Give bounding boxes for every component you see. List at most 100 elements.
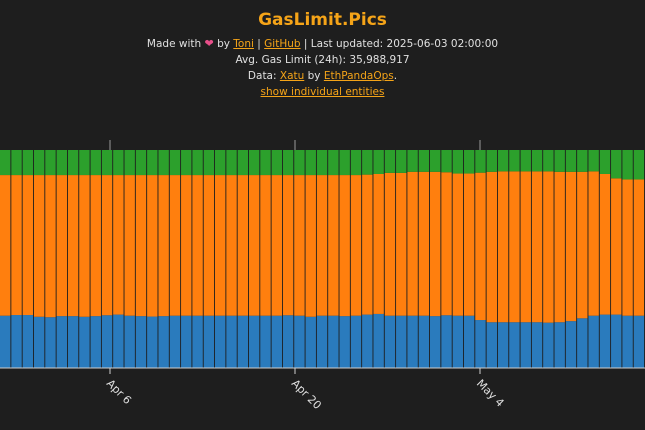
- bar-segment-1-1: [11, 175, 22, 316]
- bar-segment-0-20: [226, 315, 237, 368]
- bar-segment-2-55: [622, 150, 633, 180]
- bar-segment-0-14: [158, 316, 169, 368]
- data-source-line: Data: Xatu by EthPandaOps.: [0, 68, 645, 84]
- bar-segment-2-54: [611, 150, 622, 179]
- bar-segment-2-42: [475, 150, 486, 173]
- bar-segment-2-56: [633, 150, 645, 180]
- bar-segment-1-20: [226, 175, 237, 316]
- bar-segment-2-4: [45, 150, 56, 176]
- bar-segment-0-35: [396, 315, 407, 368]
- bar-segment-1-35: [396, 172, 407, 316]
- bar-segment-0-27: [305, 316, 316, 368]
- bar-segment-2-29: [328, 150, 339, 176]
- bar-segment-1-45: [509, 171, 520, 323]
- bar-segment-2-16: [181, 150, 192, 176]
- toggle-line: show individual entities: [0, 84, 645, 100]
- bar-segment-0-18: [203, 315, 215, 368]
- bar-segment-1-56: [633, 179, 645, 316]
- bar-segment-0-22: [248, 315, 260, 368]
- bar-segment-0-31: [350, 315, 362, 368]
- bar-segment-2-20: [226, 150, 237, 176]
- bar-segment-0-19: [215, 315, 226, 368]
- ethpandaops-link[interactable]: EthPandaOps: [323, 70, 394, 82]
- bar-segment-2-11: [124, 150, 135, 176]
- bar-segment-0-45: [509, 322, 520, 368]
- bar-segment-1-49: [554, 171, 565, 323]
- bar-segment-1-8: [90, 175, 101, 317]
- bar-segment-1-15: [169, 175, 181, 316]
- bar-segment-1-24: [271, 175, 282, 316]
- bar-segment-0-51: [577, 318, 588, 368]
- bar-segment-2-3: [33, 150, 45, 176]
- bar-segment-2-32: [362, 150, 373, 175]
- bar-segment-0-11: [124, 315, 135, 368]
- bar-segment-0-7: [79, 316, 90, 368]
- bar-segment-2-17: [192, 150, 203, 176]
- bar-segment-0-30: [339, 316, 350, 368]
- bar-segment-0-17: [192, 315, 203, 368]
- bar-segment-1-9: [101, 175, 113, 316]
- bar-segment-1-25: [282, 175, 294, 316]
- bar-segment-2-41: [463, 150, 475, 174]
- author-link[interactable]: Toni: [233, 38, 254, 50]
- bar-segment-0-29: [328, 315, 339, 368]
- bar-segment-2-2: [22, 150, 34, 176]
- bar-segment-2-30: [339, 150, 350, 176]
- bar-segment-2-15: [169, 150, 181, 176]
- bar-segment-2-12: [135, 150, 147, 176]
- bar-segment-1-46: [520, 171, 531, 323]
- x-tick-label: Apr 6: [104, 377, 134, 407]
- bar-segment-0-49: [554, 322, 565, 368]
- bar-segment-2-10: [113, 150, 124, 176]
- bar-segment-2-43: [486, 150, 497, 172]
- bar-segment-2-44: [497, 150, 509, 172]
- header: GasLimit.Pics Made with ❤ by Toni | GitH…: [0, 0, 645, 100]
- bar-segment-0-8: [90, 316, 101, 368]
- bar-segment-0-43: [486, 322, 497, 368]
- bar-segment-1-22: [248, 175, 260, 316]
- bar-segment-0-47: [531, 322, 543, 368]
- bar-segment-2-21: [237, 150, 249, 176]
- bar-segment-1-14: [158, 175, 169, 317]
- bar-segment-1-47: [531, 171, 543, 323]
- bar-segment-0-56: [633, 315, 645, 368]
- bar-segment-2-46: [520, 150, 531, 172]
- bar-segment-0-38: [430, 316, 441, 368]
- bar-segment-0-9: [101, 315, 113, 368]
- github-link[interactable]: GitHub: [264, 38, 301, 50]
- bar-segment-0-6: [67, 316, 79, 368]
- bar-segment-0-44: [497, 322, 509, 368]
- avg-gas-limit: Avg. Gas Limit (24h): 35,988,917: [235, 54, 410, 66]
- bar-segment-2-19: [215, 150, 226, 176]
- bar-segment-1-34: [384, 172, 396, 316]
- bar-segment-0-4: [45, 317, 56, 368]
- bar-segment-1-32: [362, 174, 373, 315]
- xatu-link[interactable]: Xatu: [279, 70, 305, 82]
- bar-segment-0-39: [441, 315, 452, 368]
- data-by-text: by: [307, 70, 321, 82]
- bar-segment-0-23: [260, 315, 271, 368]
- bar-segment-0-26: [294, 315, 305, 368]
- bar-segment-0-25: [282, 315, 294, 368]
- bar-segment-0-52: [588, 315, 599, 368]
- bar-segment-1-50: [565, 171, 577, 322]
- bar-segment-1-33: [373, 173, 384, 314]
- bar-segment-0-48: [543, 322, 554, 368]
- bar-segment-2-5: [56, 150, 67, 176]
- heart-icon: ❤: [204, 37, 214, 50]
- bar-segment-2-6: [67, 150, 79, 176]
- bar-segment-1-52: [588, 171, 599, 316]
- bar-segment-1-43: [486, 171, 497, 323]
- bar-segment-1-42: [475, 172, 486, 321]
- bar-segment-1-11: [124, 175, 135, 316]
- bar-segment-0-46: [520, 322, 531, 368]
- bar-segment-1-48: [543, 171, 554, 323]
- show-entities-toggle[interactable]: show individual entities: [260, 86, 385, 98]
- bar-segment-2-53: [599, 150, 611, 174]
- bar-segment-0-3: [33, 316, 45, 368]
- bar-segment-0-41: [463, 315, 475, 368]
- bar-segment-2-31: [350, 150, 362, 176]
- bar-segment-1-53: [599, 173, 611, 315]
- bar-segment-0-12: [135, 316, 147, 368]
